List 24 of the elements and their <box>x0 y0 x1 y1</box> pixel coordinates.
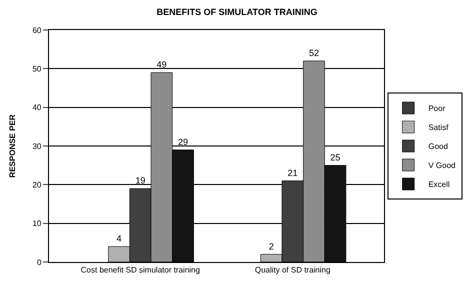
y-tick-label: 0 <box>36 258 42 267</box>
x-tick-label: Cost benefit SD simulator training <box>80 266 200 275</box>
data-label: 49 <box>156 60 167 70</box>
y-tick-label: 20 <box>32 180 42 190</box>
chart-title: BENEFITS OF SIMULATOR TRAINING <box>156 6 318 17</box>
y-tick-label: 60 <box>32 26 42 35</box>
y-tick-label: 10 <box>32 219 42 228</box>
legend-label: V Good <box>428 161 456 170</box>
data-label: 4 <box>116 234 122 244</box>
x-tick-label: Quality of SD training <box>254 266 330 275</box>
data-label: 25 <box>330 152 340 162</box>
data-label: 19 <box>135 176 146 186</box>
data-label: 29 <box>178 136 188 147</box>
legend-label: Excell <box>428 180 450 190</box>
data-label: 21 <box>288 168 298 178</box>
y-axis-title: RESPONSE PER <box>8 114 18 178</box>
legend-label: Good <box>428 142 448 152</box>
y-tick-label: 30 <box>32 142 42 151</box>
legend-label: Poor <box>428 104 446 114</box>
y-tick-label: 50 <box>32 64 42 74</box>
data-label: 2 <box>268 241 274 252</box>
y-tick-label: 40 <box>32 103 42 112</box>
data-label: 52 <box>308 48 319 58</box>
legend-label: Satisf <box>428 123 450 132</box>
